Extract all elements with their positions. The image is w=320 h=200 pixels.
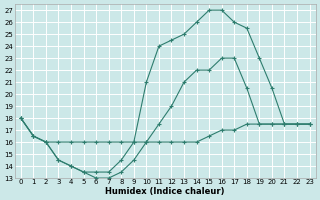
X-axis label: Humidex (Indice chaleur): Humidex (Indice chaleur) <box>106 187 225 196</box>
